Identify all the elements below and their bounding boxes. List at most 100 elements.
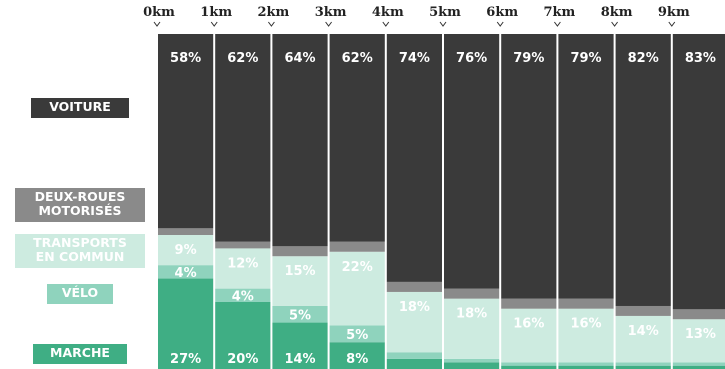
data-label: 18% [399, 300, 430, 315]
data-label: 16% [570, 317, 601, 332]
data-label: 58% [170, 51, 201, 66]
data-label: 14% [284, 352, 315, 367]
x-tick-caret [382, 21, 390, 27]
legend-label: VOITURE [49, 99, 111, 114]
bar-segment-marche [501, 365, 557, 369]
data-label: 62% [227, 51, 258, 66]
bar-segment-deux-roues-motorises [444, 288, 500, 299]
x-tick-label: 4km [372, 5, 404, 20]
bar-segment-marche [272, 322, 328, 369]
legend-item-voiture: VOITURE [31, 98, 129, 118]
bar-segment-velo [558, 362, 614, 366]
bar-segment-marche [672, 365, 725, 369]
bar-segment-velo [215, 288, 271, 302]
bar-segment-deux-roues-motorises [215, 241, 271, 249]
data-label: 76% [456, 51, 487, 66]
data-label: 15% [284, 264, 315, 279]
bar-segment-transports-en-commun [329, 251, 385, 326]
bar-segment-transports-en-commun [558, 308, 614, 363]
bar-segment-deux-roues-motorises [615, 305, 671, 316]
bar-segment-marche [329, 342, 385, 369]
bar-segment-voiture [672, 34, 725, 310]
legend-label: DEUX-ROUES MOTORISÉS [35, 189, 126, 218]
bar-segment-voiture [501, 34, 557, 299]
data-label: 16% [513, 317, 544, 332]
bar-segment-marche [558, 365, 614, 369]
bar-segment-deux-roues-motorises [329, 241, 385, 252]
data-label: 4% [232, 289, 254, 304]
bar-segment-voiture [215, 34, 271, 242]
x-tick-label: 5km [429, 5, 461, 20]
legend-label: MARCHE [50, 345, 110, 360]
x-tick-caret [611, 21, 618, 27]
legend-swatch [15, 188, 145, 222]
legend-item-velo: VÉLO [47, 284, 113, 304]
legend-label: VÉLO [62, 285, 98, 300]
data-label: 62% [342, 51, 373, 66]
x-tick-label: 1km [200, 5, 232, 20]
bar-segment-deux-roues-motorises [558, 298, 614, 309]
data-label: 82% [628, 51, 659, 66]
legend: VOITURE DEUX-ROUES MOTORISÉS TRANSPORTS EN C… [15, 98, 145, 364]
bar-segment-velo [444, 358, 500, 363]
stacked-bars: 27%4%9%2%58%20%4%12%2%62%14%5%15%3%64%8%… [158, 34, 725, 369]
data-label: 27% [170, 352, 201, 367]
bar-segment-deux-roues-motorises [272, 246, 328, 257]
bar-segment-marche [615, 365, 671, 369]
legend-item-marche: MARCHE [33, 344, 127, 364]
bar-segment-voiture [558, 34, 614, 299]
bar-segment-voiture [386, 34, 442, 282]
x-tick-caret [439, 21, 447, 27]
bar-segment-velo [501, 362, 557, 366]
data-label: 20% [227, 352, 258, 367]
x-tick-label: 6km [486, 5, 518, 20]
x-tick-caret [554, 21, 561, 27]
x-tick-label: 8km [601, 5, 633, 20]
bar-segment-deux-roues-motorises [501, 298, 557, 309]
bar-segment-transports-en-commun [158, 235, 214, 266]
bar-segment-marche [386, 358, 442, 369]
data-label: 79% [513, 51, 544, 66]
legend-swatch [15, 234, 145, 268]
bar-segment-transports-en-commun [501, 308, 557, 363]
x-tick-caret [325, 21, 332, 27]
bar-segment-voiture [329, 34, 385, 242]
bar-segment-marche [444, 362, 500, 369]
bar-segment-velo [158, 265, 214, 279]
x-tick-caret [153, 21, 161, 27]
data-label: 74% [399, 51, 430, 66]
bar-segment-velo [329, 325, 385, 343]
data-label: 8% [346, 352, 368, 367]
legend-swatch [31, 98, 129, 118]
data-label: 12% [227, 256, 258, 271]
bar-segment-velo [386, 352, 442, 359]
data-label: 5% [289, 308, 311, 323]
x-tick-label: 2km [257, 5, 289, 20]
x-tick-caret [210, 21, 218, 27]
bar-segment-transports-en-commun [615, 315, 671, 363]
data-label: 13% [685, 327, 716, 342]
bar-segment-transports-en-commun [272, 256, 328, 306]
bar-segment-voiture [615, 34, 671, 306]
x-tick-label: 7km [543, 5, 575, 20]
bar-segment-velo [672, 362, 725, 366]
data-label: 64% [284, 51, 315, 66]
data-label: 18% [456, 307, 487, 322]
bar-segment-marche [158, 278, 214, 369]
bar-segment-transports-en-commun [386, 291, 442, 353]
x-tick-caret [268, 21, 275, 27]
legend-swatch [47, 284, 113, 304]
data-label: 5% [346, 328, 368, 343]
data-label: 22% [342, 260, 373, 275]
x-tick-label: 9km [658, 5, 690, 20]
bar-segment-deux-roues-motorises [672, 309, 725, 320]
bar-segment-velo [615, 362, 671, 366]
bar-segment-voiture [272, 34, 328, 247]
bar-segment-transports-en-commun [215, 248, 271, 289]
bar-segment-transports-en-commun [672, 319, 725, 363]
data-label: 83% [685, 51, 716, 66]
data-label: 79% [570, 51, 601, 66]
data-label: 9% [175, 243, 197, 258]
x-tick-label: 3km [315, 5, 347, 20]
